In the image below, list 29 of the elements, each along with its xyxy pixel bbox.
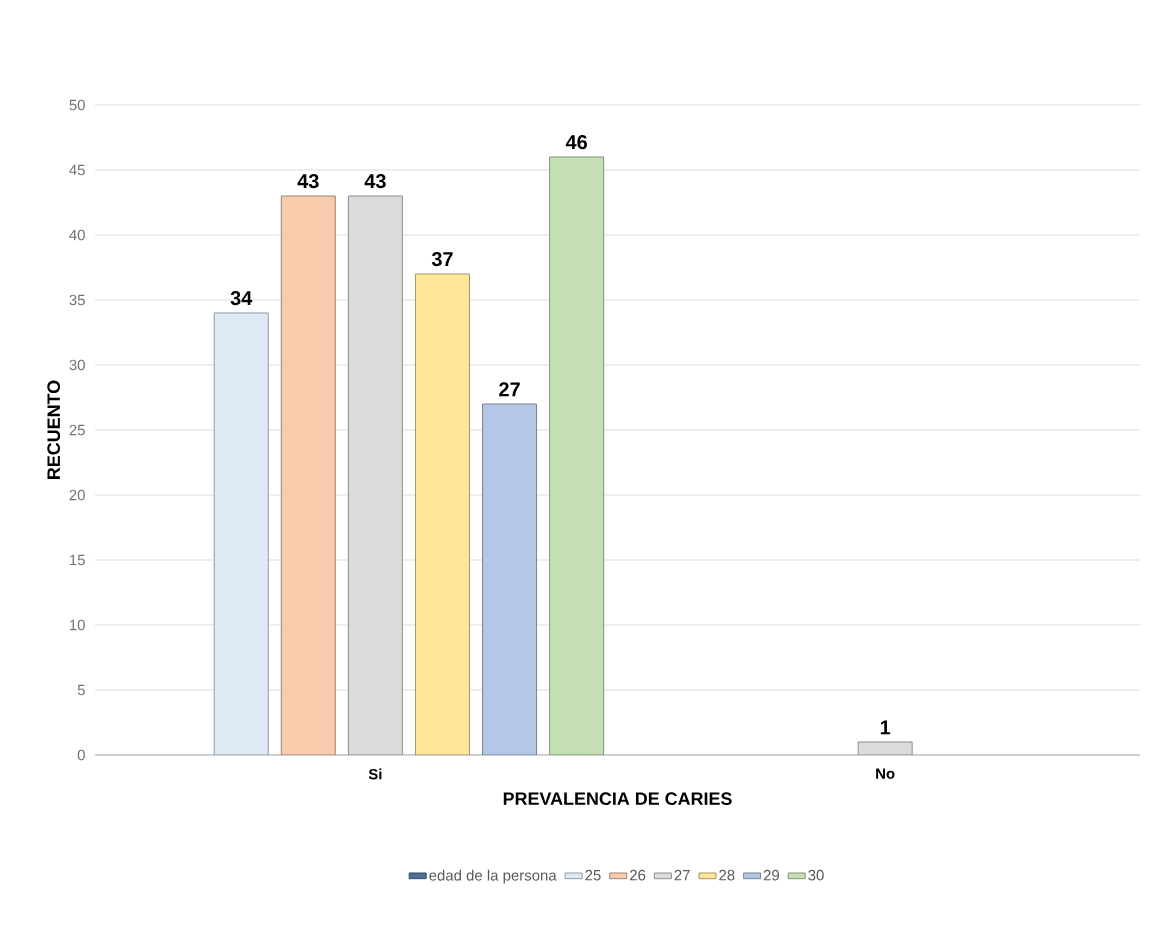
y-tick-label: 45: [69, 164, 85, 176]
y-tick-label: 15: [70, 554, 85, 566]
data-label: 46: [565, 135, 587, 150]
data-label: 27: [499, 382, 520, 397]
legend-label: 25: [585, 869, 601, 881]
y-tick-label: 40: [69, 229, 85, 241]
x-tick-label: Si: [368, 768, 382, 780]
data-label: 37: [431, 252, 453, 267]
y-tick-label: 50: [69, 99, 85, 111]
y-tick-label: 10: [70, 619, 85, 631]
data-label: 34: [230, 291, 253, 306]
data-label: 43: [364, 174, 386, 189]
y-axis-title: RECUENTO: [47, 380, 61, 479]
y-tick-label: 25: [69, 424, 85, 436]
data-label: 43: [297, 174, 319, 189]
legend-label: 26: [630, 869, 646, 881]
y-tick-label: 30: [69, 359, 85, 371]
legend-label: 28: [719, 869, 735, 881]
x-tick-label: No: [876, 768, 895, 779]
y-tick-label: 5: [77, 684, 85, 696]
y-tick-label: 20: [69, 489, 85, 501]
legend-label: 29: [763, 869, 779, 881]
legend-label: 30: [808, 869, 824, 881]
x-axis-title: PREVALENCIA DE CARIES: [503, 792, 732, 806]
data-label: 1: [880, 720, 891, 735]
y-tick-label: 0: [77, 749, 85, 761]
legend-label: 27: [674, 869, 690, 881]
legend-label: edad de la persona: [429, 869, 557, 884]
y-tick-label: 35: [69, 294, 85, 306]
